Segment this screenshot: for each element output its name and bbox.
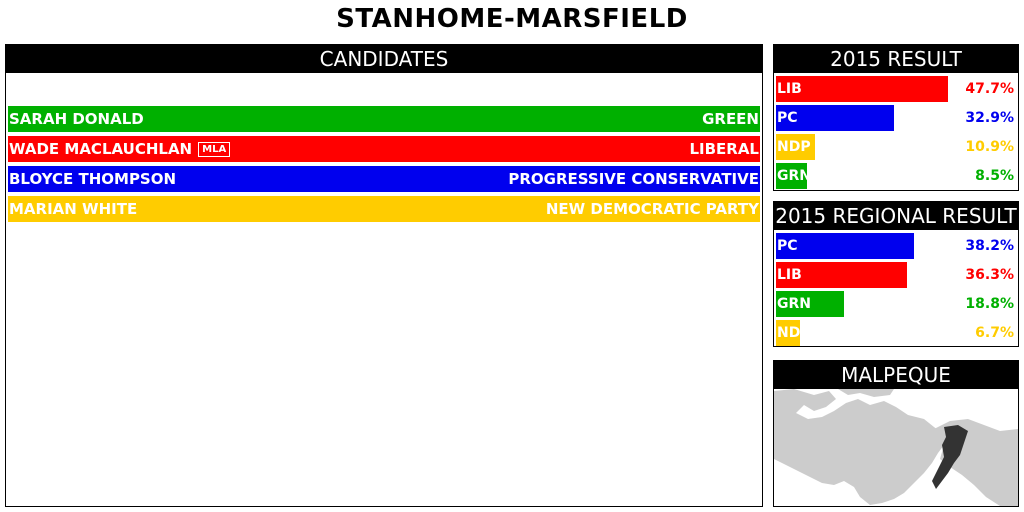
party-percent: 36.3% <box>965 267 1014 283</box>
candidate-row: WADE MACLAUCHLAN MLA LIBERAL <box>8 136 760 162</box>
candidate-row: SARAH DONALD GREEN <box>8 106 760 132</box>
map-land <box>774 389 944 505</box>
result-bar-fill <box>776 320 801 346</box>
regional-2015-panel: 2015 REGIONAL RESULT PC 38.2% LIB 36.3% GRN 1… <box>773 201 1019 347</box>
party-label: GRN <box>777 168 811 184</box>
regional-2015-bars: PC 38.2% LIB 36.3% GRN 18.8% NDP 6.7% <box>776 233 1016 349</box>
candidate-row: BLOYCE THOMPSON PROGRESSIVE CONSERVATIVE <box>8 166 760 192</box>
district-map <box>774 389 1018 506</box>
candidates-panel: CANDIDATES SARAH DONALD GREEN WADE MACLAUC… <box>5 44 763 507</box>
candidates-list: SARAH DONALD GREEN WADE MACLAUCHLAN MLA LIBE… <box>8 106 760 226</box>
candidate-name: BLOYCE THOMPSON <box>9 170 177 188</box>
party-percent: 38.2% <box>965 238 1014 254</box>
district-map-svg <box>774 389 1018 506</box>
party-percent: 32.9% <box>965 110 1014 126</box>
result-bar-fill <box>776 76 948 102</box>
candidate-name-wrap: SARAH DONALD <box>9 110 144 128</box>
result-2015-panel: 2015 RESULT LIB 47.7% PC 32.9% NDP 10.9% GRN 8.… <box>773 44 1019 191</box>
party-percent: 18.8% <box>965 296 1014 312</box>
candidate-name-wrap: WADE MACLAUCHLAN MLA <box>9 140 231 158</box>
candidate-name-wrap: BLOYCE THOMPSON <box>9 170 176 188</box>
result-bar-row: PC 38.2% <box>776 233 1016 259</box>
result-bar-row: GRN 8.5% <box>776 163 1016 189</box>
candidate-name: SARAH DONALD <box>9 110 144 128</box>
candidate-party: NEW DEMOCRATIC PARTY <box>545 200 759 218</box>
result-bar-fill <box>776 291 844 317</box>
party-label: PC <box>777 238 798 254</box>
result-bar-fill <box>776 163 807 189</box>
party-percent: 8.5% <box>975 168 1014 184</box>
result-bar-fill <box>776 134 816 160</box>
party-percent: 47.7% <box>965 81 1014 97</box>
candidate-party: LIBERAL <box>689 140 759 158</box>
party-percent: 6.7% <box>975 325 1014 341</box>
malpeque-map-panel: MALPEQUE <box>773 360 1019 507</box>
result-bar-fill <box>776 262 907 288</box>
candidate-name: WADE MACLAUCHLAN <box>9 140 193 158</box>
result-bar-row: PC 32.9% <box>776 105 1016 131</box>
party-label: NDP <box>777 325 811 341</box>
party-label: GRN <box>777 296 811 312</box>
regional-2015-header: 2015 REGIONAL RESULT <box>774 202 1018 230</box>
result-bar-row: LIB 47.7% <box>776 76 1016 102</box>
result-bar-row: LIB 36.3% <box>776 262 1016 288</box>
result-bar-fill <box>776 233 914 259</box>
candidate-party: PROGRESSIVE CONSERVATIVE <box>508 170 759 188</box>
malpeque-district-shape <box>932 425 968 489</box>
party-label: LIB <box>777 267 802 283</box>
party-percent: 10.9% <box>965 139 1014 155</box>
result-2015-bars: LIB 47.7% PC 32.9% NDP 10.9% GRN 8.5% <box>776 76 1016 192</box>
party-label: PC <box>777 110 798 126</box>
map-header: MALPEQUE <box>774 361 1018 389</box>
party-label: LIB <box>777 81 802 97</box>
candidate-name-wrap: MARIAN WHITE <box>9 200 137 218</box>
result-bar-row: GRN 18.8% <box>776 291 1016 317</box>
mla-badge: MLA <box>198 141 231 157</box>
page-title: STANHOME-MARSFIELD <box>336 4 688 34</box>
result-bar-row: NDP 6.7% <box>776 320 1016 346</box>
result-bar-fill <box>776 105 895 131</box>
candidate-party: GREEN <box>702 110 759 128</box>
result-2015-header: 2015 RESULT <box>774 45 1018 73</box>
map-land-north <box>838 389 894 397</box>
result-bar-row: NDP 10.9% <box>776 134 1016 160</box>
candidate-name: MARIAN WHITE <box>9 200 138 218</box>
party-label: NDP <box>777 139 811 155</box>
candidates-header: CANDIDATES <box>6 45 762 73</box>
candidate-row: MARIAN WHITE NEW DEMOCRATIC PARTY <box>8 196 760 222</box>
